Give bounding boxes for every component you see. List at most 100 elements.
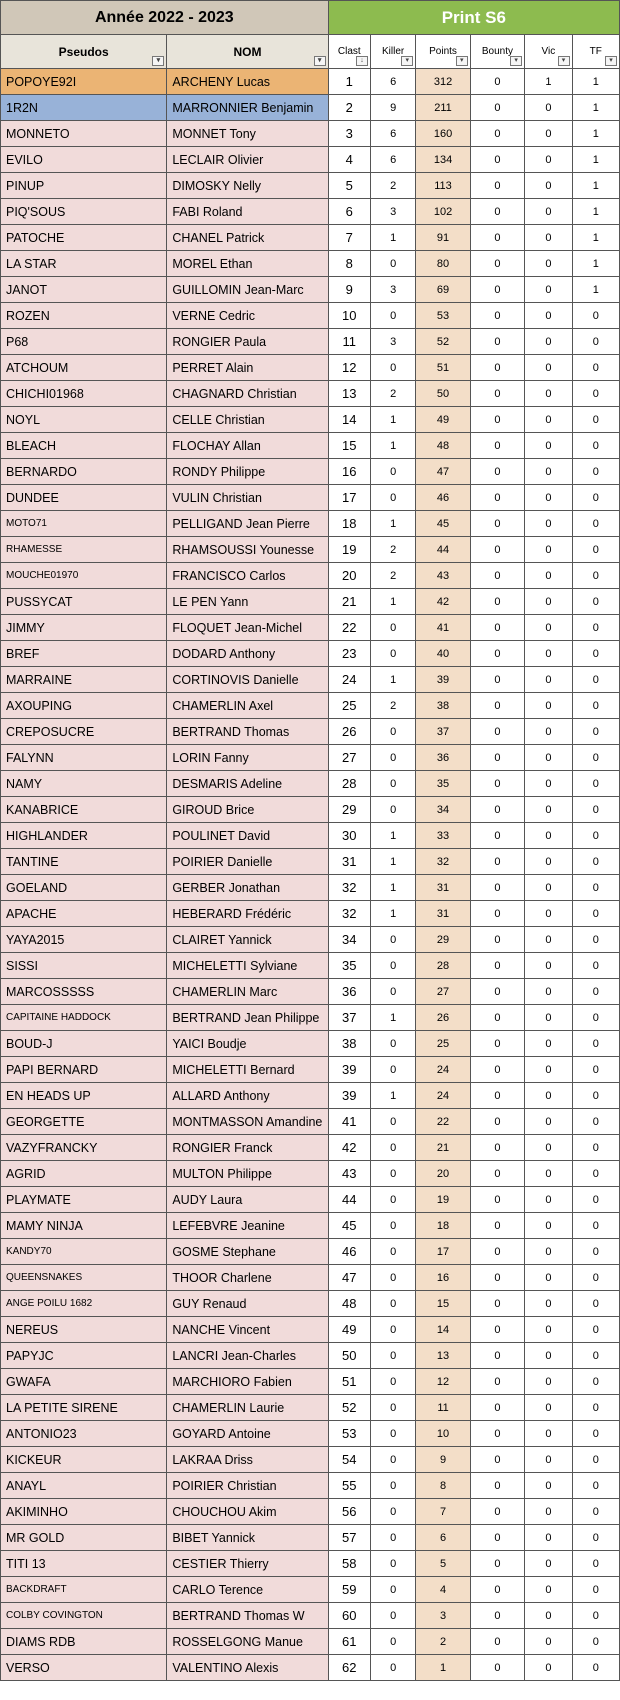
cell-clast: 62 — [328, 1655, 370, 1681]
cell-vic: 0 — [525, 849, 572, 875]
cell-tf: 0 — [572, 901, 619, 927]
cell-nom: CHAMERLIN Axel — [167, 693, 328, 719]
filter-icon[interactable]: ▾ — [401, 56, 413, 66]
cell-bounty: 0 — [470, 927, 524, 953]
cell-pseudo: PAPYJC — [1, 1343, 167, 1369]
cell-bounty: 0 — [470, 1577, 524, 1603]
cell-vic: 0 — [525, 1213, 572, 1239]
cell-tf: 0 — [572, 485, 619, 511]
cell-killer: 2 — [370, 537, 415, 563]
cell-pseudo: LA STAR — [1, 251, 167, 277]
cell-points: 36 — [416, 745, 470, 771]
cell-nom: RHAMSOUSSI Younesse — [167, 537, 328, 563]
col-bounty[interactable]: Bounty▾ — [470, 35, 524, 69]
table-row: NEREUSNANCHE Vincent49014000 — [1, 1317, 620, 1343]
col-tf[interactable]: TF▾ — [572, 35, 619, 69]
cell-killer: 0 — [370, 251, 415, 277]
cell-bounty: 0 — [470, 901, 524, 927]
cell-pseudo: VERSO — [1, 1655, 167, 1681]
cell-vic: 1 — [525, 69, 572, 95]
cell-clast: 57 — [328, 1525, 370, 1551]
cell-pseudo: KANABRICE — [1, 797, 167, 823]
table-row: KANABRICEGIROUD Brice29034000 — [1, 797, 620, 823]
cell-vic: 0 — [525, 563, 572, 589]
cell-bounty: 0 — [470, 1135, 524, 1161]
cell-clast: 53 — [328, 1421, 370, 1447]
cell-bounty: 0 — [470, 1603, 524, 1629]
cell-pseudo: BOUD-J — [1, 1031, 167, 1057]
table-row: CAPITAINE HADDOCKBERTRAND Jean Philippe3… — [1, 1005, 620, 1031]
table-row: JANOTGUILLOMIN Jean-Marc9369001 — [1, 277, 620, 303]
filter-icon[interactable]: ▾ — [558, 56, 570, 66]
cell-nom: MICHELETTI Sylviane — [167, 953, 328, 979]
cell-pseudo: BREF — [1, 641, 167, 667]
cell-killer: 2 — [370, 381, 415, 407]
cell-clast: 7 — [328, 225, 370, 251]
cell-killer: 0 — [370, 1317, 415, 1343]
col-nom[interactable]: NOM▾ — [167, 35, 328, 69]
filter-icon[interactable]: ↓ — [356, 56, 368, 66]
cell-killer: 0 — [370, 1369, 415, 1395]
filter-icon[interactable]: ▾ — [456, 56, 468, 66]
cell-killer: 6 — [370, 69, 415, 95]
col-points[interactable]: Points▾ — [416, 35, 470, 69]
cell-clast: 16 — [328, 459, 370, 485]
cell-clast: 37 — [328, 1005, 370, 1031]
cell-bounty: 0 — [470, 1213, 524, 1239]
cell-nom: MOREL Ethan — [167, 251, 328, 277]
filter-icon[interactable]: ▾ — [605, 56, 617, 66]
cell-tf: 0 — [572, 407, 619, 433]
cell-points: 24 — [416, 1083, 470, 1109]
cell-pseudo: NEREUS — [1, 1317, 167, 1343]
cell-tf: 0 — [572, 381, 619, 407]
filter-icon[interactable]: ▾ — [314, 56, 326, 66]
cell-killer: 1 — [370, 901, 415, 927]
cell-bounty: 0 — [470, 147, 524, 173]
cell-nom: CORTINOVIS Danielle — [167, 667, 328, 693]
cell-bounty: 0 — [470, 1109, 524, 1135]
cell-points: 35 — [416, 771, 470, 797]
cell-bounty: 0 — [470, 511, 524, 537]
table-row: TANTINEPOIRIER Danielle31132000 — [1, 849, 620, 875]
table-row: COLBY COVINGTONBERTRAND Thomas W6003000 — [1, 1603, 620, 1629]
cell-nom: GIROUD Brice — [167, 797, 328, 823]
col-clast[interactable]: Clast↓ — [328, 35, 370, 69]
cell-vic: 0 — [525, 303, 572, 329]
col-pseudo[interactable]: Pseudos▾ — [1, 35, 167, 69]
cell-bounty: 0 — [470, 1317, 524, 1343]
cell-bounty: 0 — [470, 303, 524, 329]
cell-points: 91 — [416, 225, 470, 251]
cell-clast: 35 — [328, 953, 370, 979]
cell-points: 51 — [416, 355, 470, 381]
table-row: HIGHLANDERPOULINET David30133000 — [1, 823, 620, 849]
col-killer[interactable]: Killer▾ — [370, 35, 415, 69]
col-vic[interactable]: Vic▾ — [525, 35, 572, 69]
cell-vic: 0 — [525, 693, 572, 719]
cell-killer: 1 — [370, 667, 415, 693]
cell-killer: 0 — [370, 1447, 415, 1473]
cell-bounty: 0 — [470, 589, 524, 615]
cell-bounty: 0 — [470, 277, 524, 303]
cell-bounty: 0 — [470, 537, 524, 563]
cell-tf: 0 — [572, 953, 619, 979]
cell-points: 46 — [416, 485, 470, 511]
filter-icon[interactable]: ▾ — [152, 56, 164, 66]
cell-pseudo: GWAFA — [1, 1369, 167, 1395]
table-row: MOUCHE01970FRANCISCO Carlos20243000 — [1, 563, 620, 589]
cell-pseudo: ANGE POILU 1682 — [1, 1291, 167, 1317]
cell-nom: ALLARD Anthony — [167, 1083, 328, 1109]
cell-vic: 0 — [525, 719, 572, 745]
table-row: MARRAINECORTINOVIS Danielle24139000 — [1, 667, 620, 693]
cell-points: 24 — [416, 1057, 470, 1083]
filter-icon[interactable]: ▾ — [510, 56, 522, 66]
cell-tf: 0 — [572, 1421, 619, 1447]
cell-bounty: 0 — [470, 95, 524, 121]
cell-bounty: 0 — [470, 459, 524, 485]
cell-clast: 18 — [328, 511, 370, 537]
cell-nom: MONTMASSON Amandine — [167, 1109, 328, 1135]
cell-points: 211 — [416, 95, 470, 121]
cell-nom: POIRIER Danielle — [167, 849, 328, 875]
table-row: EN HEADS UPALLARD Anthony39124000 — [1, 1083, 620, 1109]
cell-vic: 0 — [525, 641, 572, 667]
cell-tf: 0 — [572, 1135, 619, 1161]
